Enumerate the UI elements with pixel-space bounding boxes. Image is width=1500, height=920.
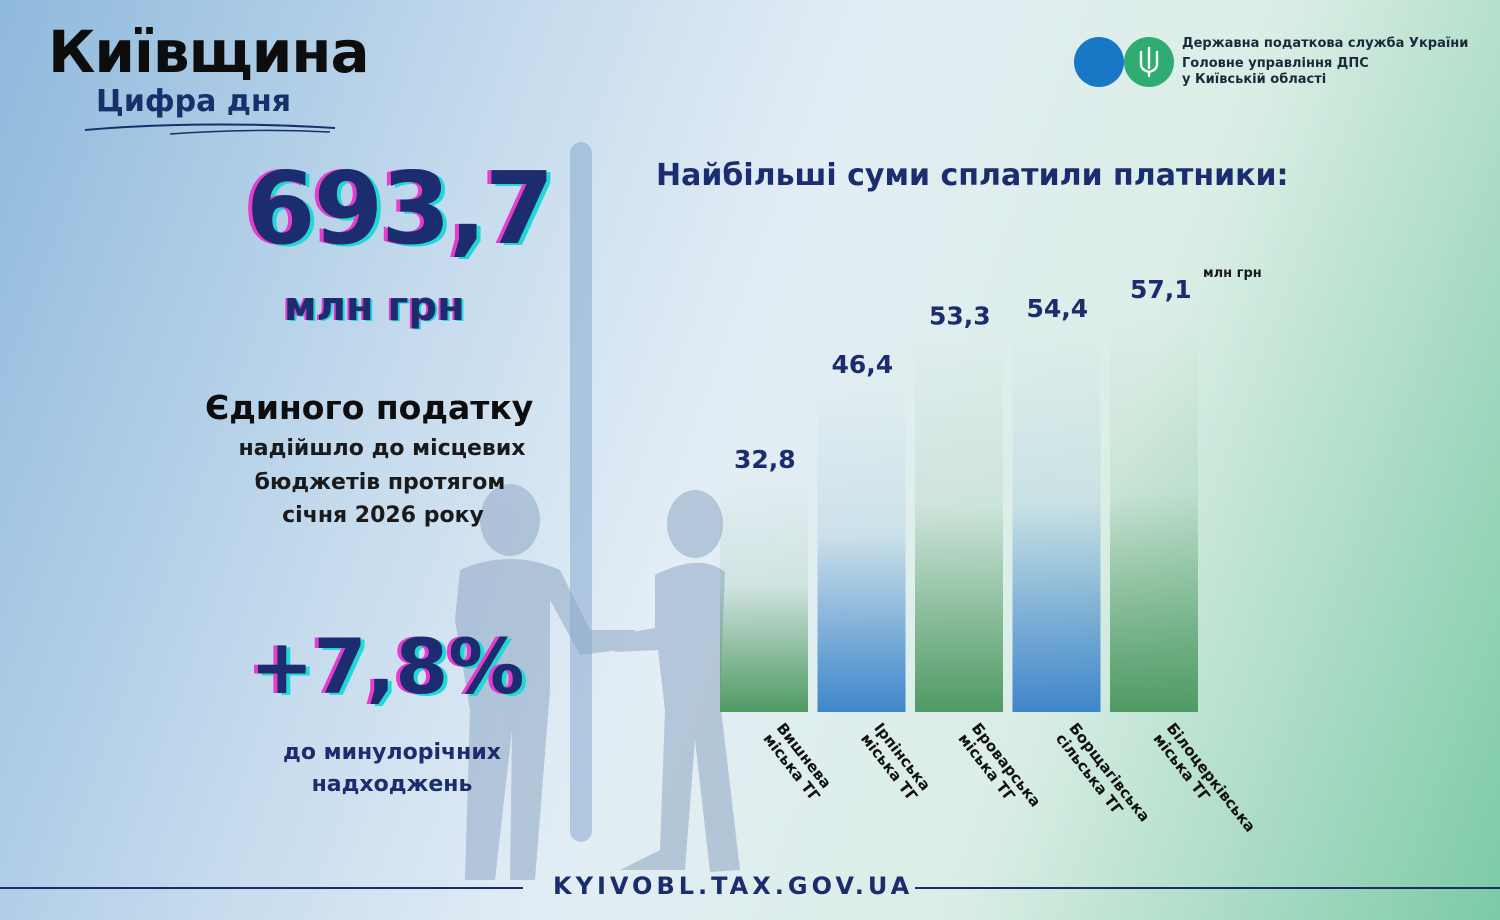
description-line: січня 2026 року: [282, 503, 484, 528]
region-subtitle: Цифра дня: [96, 84, 291, 119]
vertical-divider: [570, 142, 592, 842]
tax-name: Єдиного податку: [205, 388, 534, 427]
organization-name: Державна податкова служба України: [1182, 36, 1469, 51]
total-amount: 693,7: [246, 150, 554, 267]
description-line: бюджетів протягом: [254, 470, 506, 495]
category-label-line: міська ТГ: [1149, 730, 1213, 805]
trident-icon: [1139, 46, 1159, 78]
footer-line-right: [915, 887, 1500, 889]
category-label-line: Броварська: [968, 719, 1045, 810]
bar-2: [817, 386, 906, 712]
logo-green-circle: [1124, 37, 1174, 87]
footer-website-link[interactable]: KYIVOBL.TAX.GOV.UA: [553, 872, 914, 900]
bar-4: [1012, 330, 1101, 712]
bar-5: [1110, 312, 1198, 712]
region-title: Київщина: [48, 18, 370, 86]
bar-value-label: 32,8: [734, 445, 796, 474]
logo-blue-circle: [1074, 37, 1124, 87]
chart-heading: Найбільші суми сплатили платники:: [656, 158, 1289, 193]
bar-value-label: 54,4: [1027, 294, 1089, 323]
bar-3: [915, 338, 1003, 712]
category-label-line: Борщагівська: [1065, 719, 1153, 825]
total-amount-unit: млн грн: [284, 284, 465, 330]
growth-description-line: надходжень: [311, 772, 473, 797]
bar-value-label: 57,1: [1130, 275, 1192, 304]
bar-value-label: 53,3: [929, 302, 991, 331]
description-line: надійшло до місцевих: [238, 436, 526, 461]
category-label-line: Вишнева: [773, 719, 835, 792]
category-label-line: Білоцерківська: [1163, 719, 1259, 835]
organization-region: у Київській області: [1182, 72, 1327, 87]
category-label-line: міська ТГ: [954, 730, 1018, 805]
footer-line-left: [0, 887, 523, 889]
category-label-line: міська ТГ: [857, 730, 921, 805]
growth-percent: +7,8%: [250, 622, 525, 711]
underline-swoosh: [84, 123, 336, 135]
growth-description-line: до минулорічних: [283, 740, 501, 765]
category-label-line: сільська ТГ: [1052, 730, 1127, 819]
category-label-line: Ірпінська: [870, 719, 934, 794]
bar-value-label: 46,4: [832, 350, 894, 379]
chart-unit-label: млн грн: [1203, 266, 1262, 281]
handshake-illustration: [455, 484, 740, 880]
organization-department: Головне управління ДПС: [1182, 56, 1369, 71]
